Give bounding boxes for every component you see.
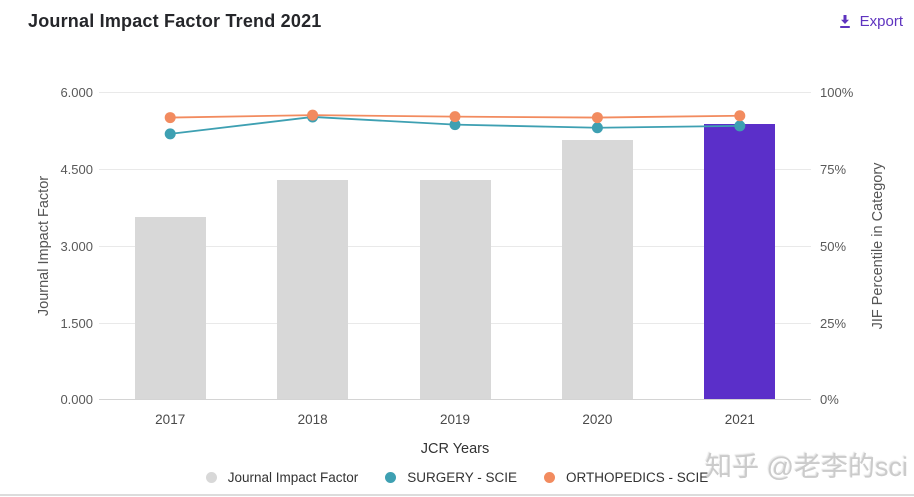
right-tick: 25%: [820, 316, 847, 331]
x-tick: 2021: [724, 412, 755, 427]
left-tick: 1.500: [60, 316, 93, 331]
point-orthopedics-2017[interactable]: [164, 112, 176, 124]
bar-2018[interactable]: [277, 180, 349, 400]
right-axis-title: JIF Percentile in Category: [870, 162, 886, 330]
watermark: 知乎 @老李的sci: [705, 452, 908, 482]
export-button[interactable]: Export: [838, 13, 903, 30]
bar-2017[interactable]: [134, 217, 206, 400]
point-orthopedics-2021[interactable]: [734, 110, 746, 122]
legend-label: SURGERY - SCIE: [407, 470, 518, 485]
x-tick: 2017: [155, 412, 186, 427]
x-tick: 2020: [582, 412, 613, 427]
gridline: [99, 92, 811, 93]
point-surgery-2019[interactable]: [449, 119, 461, 131]
bottom-divider: [0, 494, 914, 496]
line-chart-svg: [164, 109, 746, 140]
legend-dot-gray: [205, 472, 217, 483]
right-tick: 75%: [820, 162, 847, 177]
x-tick: 2018: [297, 412, 328, 427]
bar-2020[interactable]: [561, 139, 633, 400]
point-surgery-2020[interactable]: [591, 122, 603, 134]
page-title: Journal Impact Factor Trend 2021: [28, 11, 322, 31]
point-surgery-2017[interactable]: [164, 128, 176, 140]
bars: [99, 92, 811, 400]
legend-label: ORTHOPEDICS - SCIE: [566, 470, 709, 485]
point-orthopedics-2019[interactable]: [449, 111, 461, 123]
left-tick: 0.000: [60, 392, 93, 407]
x-axis-title: JCR Years: [420, 441, 490, 457]
legend-dot-orange: [544, 472, 556, 483]
bar-2019[interactable]: [419, 180, 491, 400]
left-tick: 4.500: [60, 162, 93, 177]
x-axis-line: [99, 399, 811, 400]
legend-dot-teal: [385, 472, 397, 483]
left-axis-title: Journal Impact Factor: [36, 175, 52, 317]
left-axis-ticks: 6.000 4.500 3.000 1.500 0.000: [0, 85, 93, 407]
right-axis-ticks: 100% 75% 50% 25% 0%: [820, 85, 890, 407]
export-label: Export: [859, 13, 903, 30]
x-tick: 2019: [439, 412, 471, 427]
plot-area: [99, 92, 811, 400]
legend-item-orthopedics[interactable]: ORTHOPEDICS - SCIE: [544, 470, 708, 485]
right-tick: 100%: [820, 85, 854, 100]
bar-2021[interactable]: [704, 124, 776, 400]
left-tick: 3.000: [60, 239, 93, 254]
legend-item-jif[interactable]: Journal Impact Factor: [205, 470, 359, 485]
point-surgery-2021[interactable]: [734, 120, 746, 132]
left-tick: 6.000: [60, 85, 93, 100]
x-axis-ticks: 2017 2018 2019 2020 2021: [99, 412, 811, 427]
point-orthopedics-2020[interactable]: [591, 112, 603, 124]
legend-item-surgery[interactable]: SURGERY - SCIE: [385, 470, 517, 485]
gridline: [99, 169, 811, 170]
right-tick: 50%: [820, 239, 847, 254]
download-icon: [838, 14, 852, 29]
point-orthopedics-2018[interactable]: [307, 109, 319, 121]
legend-label: Journal Impact Factor: [227, 470, 359, 485]
chart-legend: Journal Impact Factor SURGERY - SCIE ORT…: [0, 470, 914, 485]
right-tick: 0%: [820, 392, 839, 407]
